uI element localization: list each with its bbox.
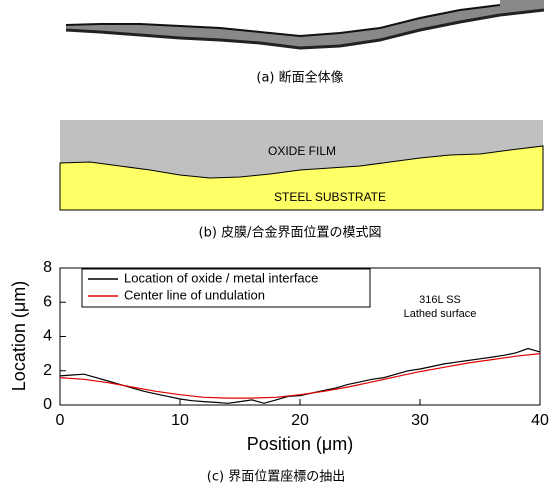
y-tick-label: 8 bbox=[43, 259, 52, 276]
annotation: Lathed surface bbox=[404, 308, 477, 320]
y-tick-label: 0 bbox=[43, 396, 52, 413]
y-tick-label: 6 bbox=[43, 293, 52, 310]
figure: (a) 断面全体像 OXIDE FILM STEEL SUBSTRATE (b)… bbox=[0, 0, 553, 488]
cross-section-image bbox=[66, 0, 544, 52]
x-tick-label: 10 bbox=[171, 412, 189, 429]
x-tick-label: 20 bbox=[291, 412, 309, 429]
caption: (a) 断面全体像 bbox=[256, 70, 343, 86]
schematic-label: OXIDE FILM bbox=[268, 144, 336, 158]
x-tick-label: 40 bbox=[531, 412, 549, 429]
schematic-label: STEEL SUBSTRATE bbox=[274, 190, 386, 204]
x-tick-label: 0 bbox=[56, 412, 65, 429]
x-tick-label: 30 bbox=[411, 412, 429, 429]
caption: (b) 皮膜/合金界面位置の模式図 bbox=[199, 225, 382, 241]
x-axis-label: Position (μm) bbox=[247, 434, 353, 454]
legend-label: Center line of undulation bbox=[124, 287, 265, 302]
y-axis-label: Location (μm) bbox=[9, 281, 29, 391]
caption: (c) 界面位置座標の抽出 bbox=[207, 470, 345, 485]
y-tick-label: 4 bbox=[43, 328, 52, 345]
annotation: 316L SS bbox=[419, 294, 461, 306]
y-tick-label: 2 bbox=[43, 362, 52, 379]
legend-label: Location of oxide / metal interface bbox=[124, 270, 318, 285]
